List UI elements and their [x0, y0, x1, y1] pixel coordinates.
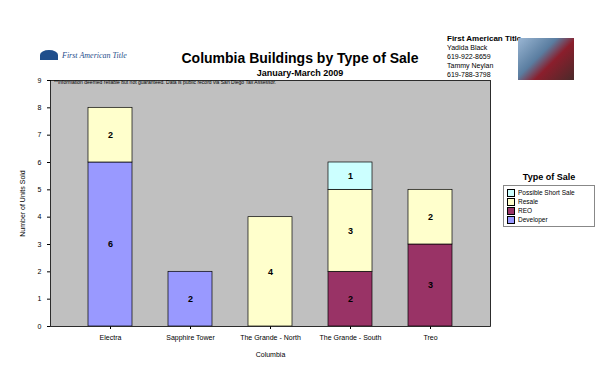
svg-text:6: 6 [108, 239, 113, 249]
svg-text:The Grande - North: The Grande - North [240, 334, 301, 341]
html-text:Columbia Buildings by Type of: Columbia Buildings by Type of Sale [181, 50, 419, 66]
html-text:REO: REO [518, 207, 533, 214]
svg-text:1: 1 [348, 171, 353, 181]
html-text:Possible Short Sale: Possible Short Sale [518, 189, 575, 196]
html-text:First American Title: First American Title [62, 50, 127, 60]
svg-text:0: 0 [38, 323, 42, 330]
svg-text:Columbia: Columbia [256, 351, 286, 358]
svg-text:2: 2 [428, 212, 433, 222]
html-text:First American Title: First American Title [447, 34, 522, 43]
html-text:Tammy Neylan: Tammy Neylan [447, 62, 494, 69]
svg-text:7: 7 [38, 131, 42, 138]
svg-text:1: 1 [38, 295, 42, 302]
svg-text:2: 2 [348, 294, 353, 304]
svg-text:5: 5 [38, 186, 42, 193]
svg-text:9: 9 [38, 77, 42, 84]
svg-text:6: 6 [38, 159, 42, 166]
svg-text:2: 2 [188, 294, 193, 304]
html-text:619-922-8659: 619-922-8659 [447, 53, 491, 60]
html-text:Developer: Developer [518, 216, 548, 223]
svg-text:2: 2 [38, 268, 42, 275]
html-text:619-788-3798: 619-788-3798 [447, 71, 491, 78]
svg-text:4: 4 [268, 267, 273, 277]
svg-text:2: 2 [108, 130, 113, 140]
svg-text:Number of Units Sold: Number of Units Sold [19, 170, 26, 237]
svg-text:3: 3 [428, 280, 433, 290]
svg-text:Electra: Electra [100, 334, 122, 341]
html-text:**Information deemed reliable: **Information deemed reliable but not gu… [54, 79, 276, 85]
svg-text:Treo: Treo [423, 334, 437, 341]
html-text:Yadida Black: Yadida Black [447, 44, 488, 51]
html-text:January-March 2009: January-March 2009 [256, 68, 344, 78]
html-text:Resale: Resale [518, 198, 539, 205]
svg-text:3: 3 [348, 226, 353, 236]
html-text:Type of Sale: Type of Sale [522, 172, 576, 182]
svg-text:4: 4 [38, 213, 42, 220]
svg-text:3: 3 [38, 241, 42, 248]
svg-text:8: 8 [38, 104, 42, 111]
svg-text:The Grande - South: The Grande - South [320, 334, 382, 341]
svg-text:Sapphire Tower: Sapphire Tower [166, 334, 215, 342]
